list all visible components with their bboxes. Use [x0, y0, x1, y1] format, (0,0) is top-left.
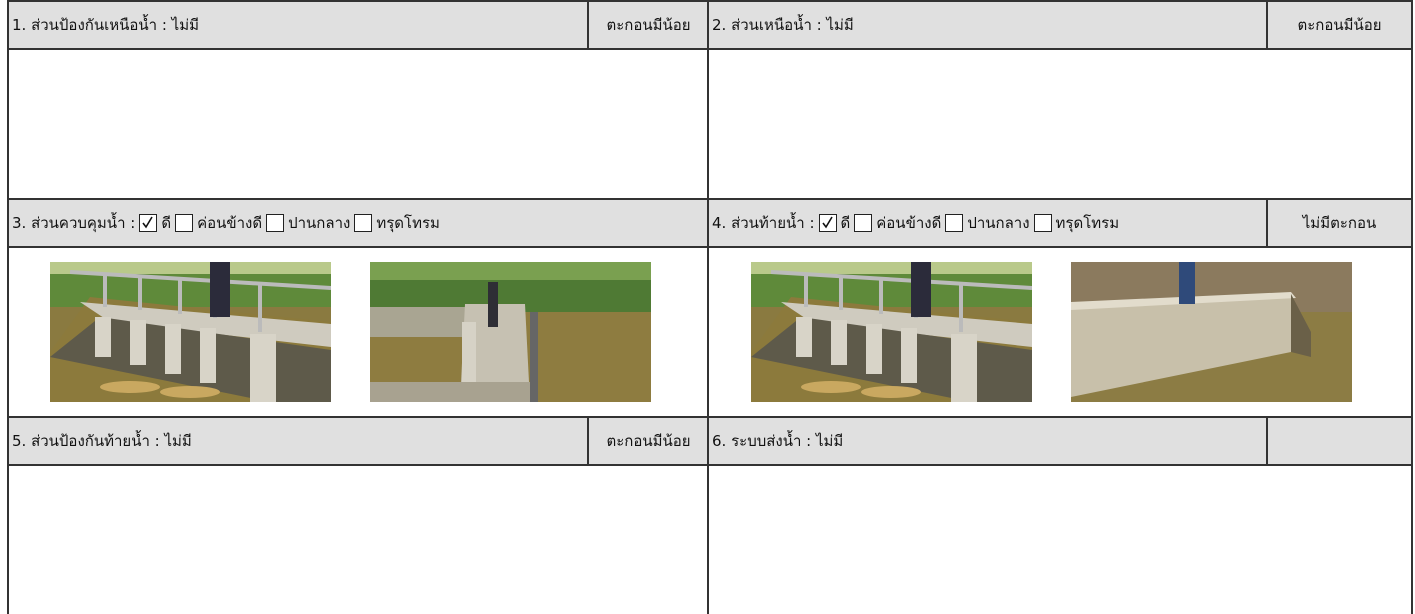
checkbox — [1033, 214, 1052, 232]
checkbox-option: ดี — [818, 211, 851, 235]
status: ตะกอนมีน้อย — [587, 418, 708, 464]
status: ตะกอนมีน้อย — [1266, 2, 1411, 48]
section-title: 6. ระบบส่งน้ำ : ไม่มี — [712, 432, 844, 450]
checkbox — [139, 214, 158, 232]
photo — [370, 262, 651, 402]
checkbox-option: ค่อนข้างดี — [854, 211, 941, 235]
section-header: 5. ส่วนป้องกันท้ายน้ำ : ไม่มี ตะกอนมีน้อ… — [9, 418, 708, 466]
checkbox-option: ทรุดโทรม — [1033, 211, 1120, 235]
section: 4. ส่วนท้ายน้ำ : ดี ค่อนข้างดี ปานกลาง ทรุดโ… — [707, 198, 1413, 418]
checkbox-option: ดี — [139, 211, 171, 235]
section-title: 5. ส่วนป้องกันท้ายน้ำ : ไม่มี — [12, 432, 192, 450]
checkbox-option: ปานกลาง — [266, 211, 350, 235]
section-title: 2. ส่วนเหนือน้ำ : ไม่มี — [712, 16, 854, 34]
check-mark — [142, 216, 153, 229]
check-mark — [821, 216, 833, 229]
checkbox-option: ปานกลาง — [945, 211, 1030, 235]
section: 3. ส่วนควบคุมน้ำ : ดี ค่อนข้างดี ปานกลาง ทรุ… — [7, 198, 708, 418]
section-header: 4. ส่วนท้ายน้ำ : ดี ค่อนข้างดี ปานกลาง ทรุดโ… — [709, 200, 1411, 248]
checkbox — [354, 214, 373, 232]
checkbox — [818, 214, 837, 232]
option-label: ปานกลาง — [288, 214, 351, 232]
section-title: 3. ส่วนควบคุมน้ำ : ดี ค่อนข้างดี ปานกลาง ทรุ… — [9, 211, 440, 235]
option-label: ดี — [840, 214, 851, 232]
section-title: 1. ส่วนป้องกันเหนือน้ำ : ไม่มี — [12, 16, 199, 34]
option-label: ค่อนข้างดี — [876, 214, 942, 232]
checkbox-option: ทรุดโทรม — [354, 211, 440, 235]
title-text: 3. ส่วนควบคุมน้ำ : — [12, 214, 136, 232]
checkbox — [175, 214, 194, 232]
photo — [1071, 262, 1352, 402]
option-label: ปานกลาง — [967, 214, 1030, 232]
option-label: ทรุดโทรม — [1055, 214, 1120, 232]
section-header: 2. ส่วนเหนือน้ำ : ไม่มี ตะกอนมีน้อย — [709, 2, 1411, 50]
section: 5. ส่วนป้องกันท้ายน้ำ : ไม่มี ตะกอนมีน้อ… — [7, 416, 708, 614]
title-text: 4. ส่วนท้ายน้ำ : — [712, 214, 815, 232]
photo — [50, 262, 331, 402]
checkbox — [945, 214, 964, 232]
status: ไม่มีตะกอน — [1266, 200, 1411, 246]
section-header: 1. ส่วนป้องกันเหนือน้ำ : ไม่มี ตะกอนมีน้… — [9, 2, 708, 50]
section-header: 6. ระบบส่งน้ำ : ไม่มี — [709, 418, 1411, 466]
checkbox-option: ค่อนข้างดี — [175, 211, 262, 235]
checkbox — [854, 214, 873, 232]
option-label: ดี — [161, 214, 172, 232]
section: 6. ระบบส่งน้ำ : ไม่มี — [707, 416, 1413, 614]
section: 2. ส่วนเหนือน้ำ : ไม่มี ตะกอนมีน้อย — [707, 0, 1413, 200]
status: ตะกอนมีน้อย — [587, 2, 708, 48]
option-label: ค่อนข้างดี — [197, 214, 263, 232]
checkbox — [266, 214, 285, 232]
section-header: 3. ส่วนควบคุมน้ำ : ดี ค่อนข้างดี ปานกลาง ทรุ… — [9, 200, 708, 248]
section-title: 4. ส่วนท้ายน้ำ : ดี ค่อนข้างดี ปานกลาง ทรุดโ… — [709, 211, 1119, 235]
status — [1266, 418, 1411, 464]
section: 1. ส่วนป้องกันเหนือน้ำ : ไม่มี ตะกอนมีน้… — [7, 0, 708, 200]
photo — [751, 262, 1032, 402]
option-label: ทรุดโทรม — [376, 214, 440, 232]
